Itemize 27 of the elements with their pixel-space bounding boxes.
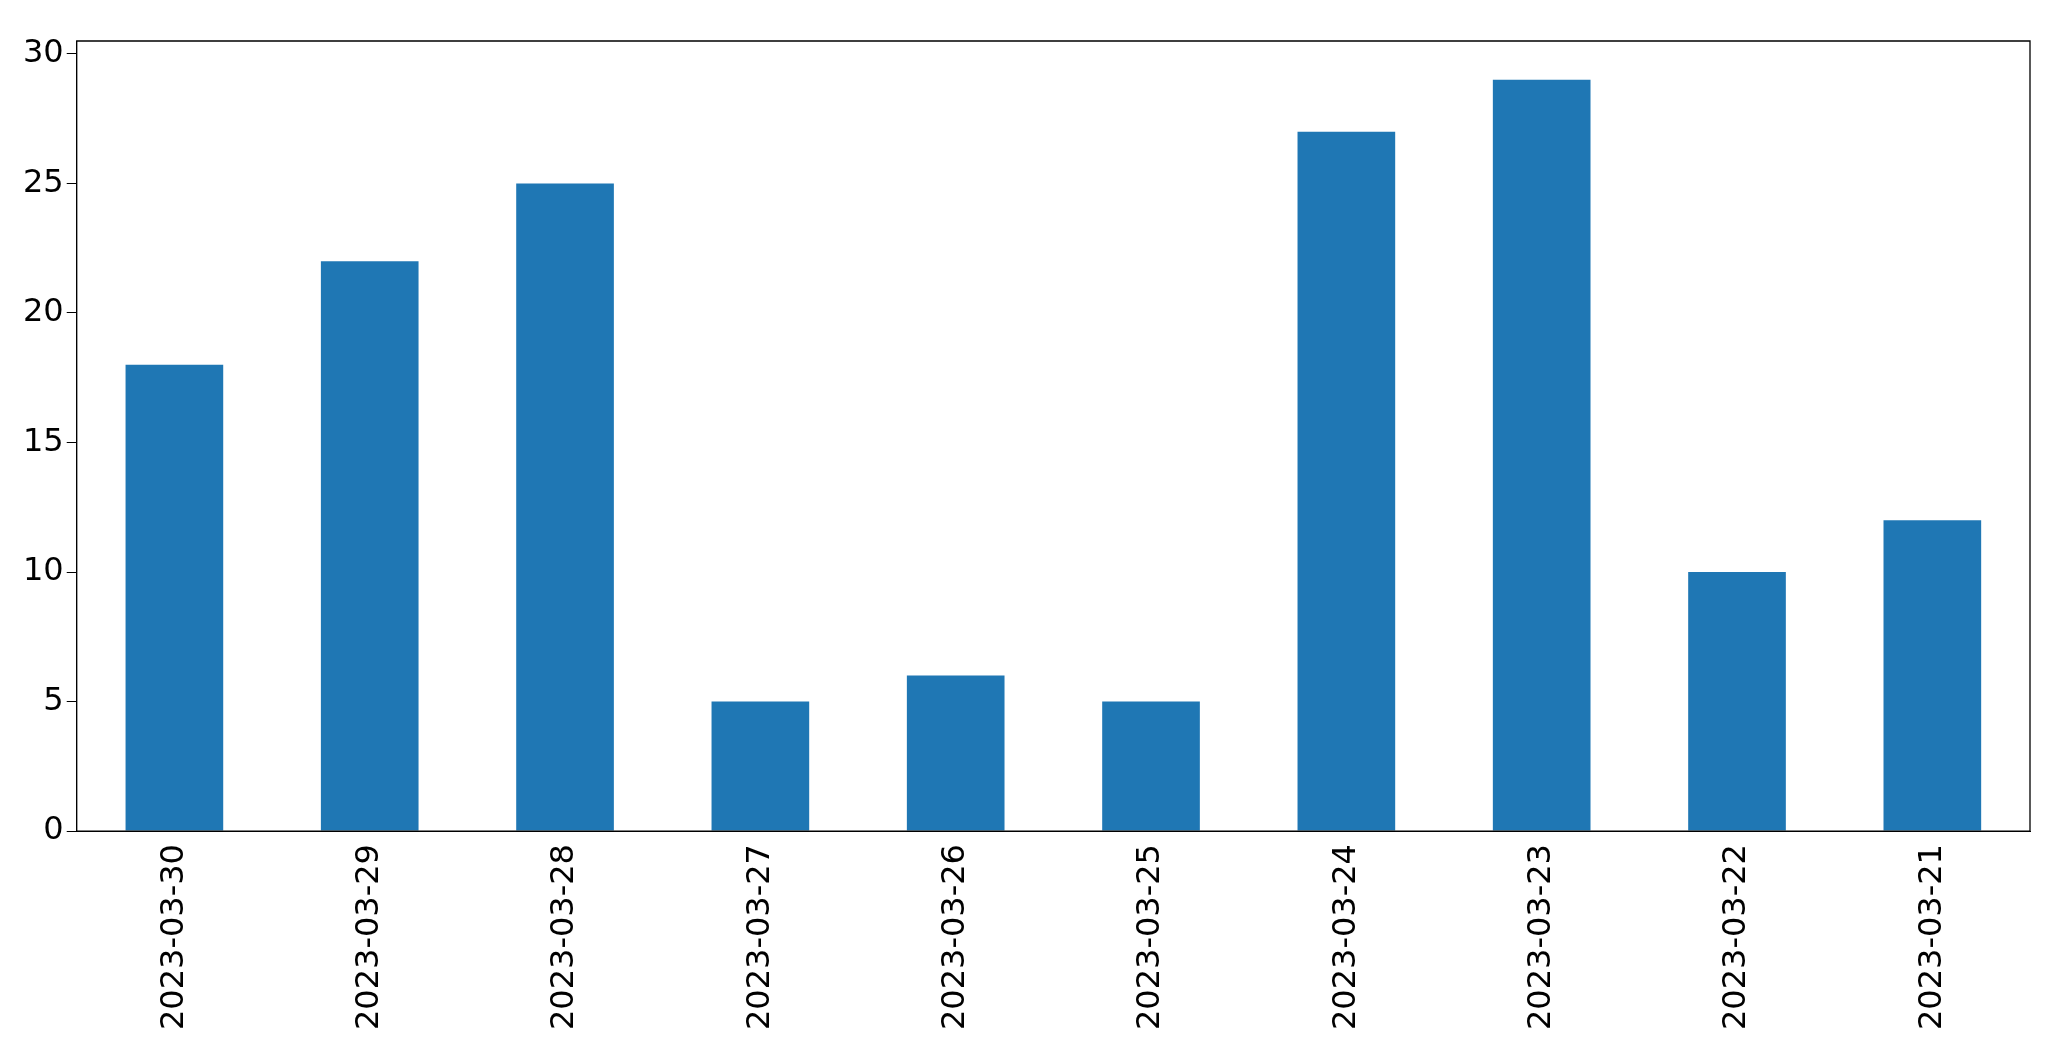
y-tick-label: 20 bbox=[23, 291, 64, 330]
x-tick-label: 2023-03-30 bbox=[152, 844, 191, 1030]
bar bbox=[516, 183, 614, 831]
x-tick-label: 2023-03-25 bbox=[1129, 844, 1168, 1030]
y-tick-label: 25 bbox=[23, 161, 64, 200]
bar bbox=[906, 675, 1005, 831]
x-tick-label: 2023-03-28 bbox=[543, 844, 582, 1030]
x-tick-label: 2023-03-22 bbox=[1715, 844, 1754, 1030]
x-tick-label: 2023-03-27 bbox=[738, 844, 777, 1030]
bar bbox=[1883, 520, 1982, 831]
bar bbox=[1102, 701, 1200, 831]
x-tick-label: 2023-03-21 bbox=[1910, 844, 1949, 1030]
x-tick-label: 2023-03-26 bbox=[934, 844, 973, 1030]
y-tick-label: 10 bbox=[23, 550, 64, 589]
y-tick-label: 5 bbox=[43, 679, 64, 718]
bar bbox=[1688, 572, 1786, 831]
x-tick-label: 2023-03-24 bbox=[1324, 844, 1363, 1030]
x-tick-label: 2023-03-29 bbox=[348, 844, 387, 1030]
bar bbox=[1297, 131, 1396, 831]
bar bbox=[1492, 79, 1591, 831]
bar bbox=[125, 364, 224, 831]
bar bbox=[711, 701, 810, 831]
y-tick-label: 15 bbox=[23, 420, 64, 459]
bar bbox=[320, 261, 419, 831]
x-tick-label: 2023-03-23 bbox=[1519, 844, 1558, 1030]
y-tick-label: 30 bbox=[23, 32, 64, 71]
y-tick-label: 0 bbox=[43, 809, 64, 848]
